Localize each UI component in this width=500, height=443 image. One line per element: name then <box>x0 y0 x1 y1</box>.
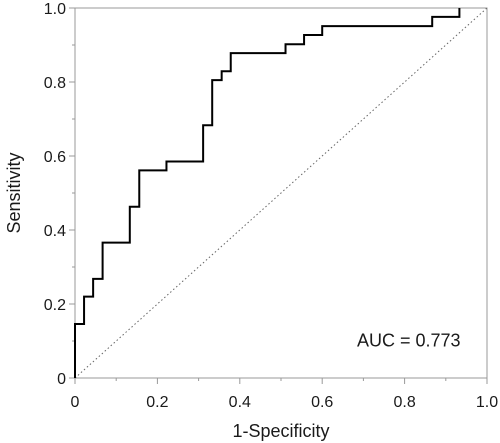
y-tick-label: 0 <box>57 371 66 388</box>
y-tick-label: 0.6 <box>44 149 66 166</box>
x-axis-ticks: 0 0.2 0.4 0.6 0.8 1.0 <box>71 378 498 411</box>
x-tick-label: 0.6 <box>311 394 333 411</box>
reference-diagonal-line <box>74 7 488 379</box>
x-tick-label: 0.4 <box>229 394 251 411</box>
y-tick-label: 1.0 <box>44 1 66 18</box>
x-tick-label: 1.0 <box>476 394 498 411</box>
auc-annotation: AUC = 0.773 <box>357 331 461 351</box>
x-tick-label: 0 <box>71 394 80 411</box>
y-axis-ticks: 0 0.2 0.4 0.6 0.8 1.0 <box>44 1 75 388</box>
y-tick-label: 0.2 <box>44 297 66 314</box>
x-tick-label: 0.2 <box>146 394 168 411</box>
y-tick-label: 0.4 <box>44 223 66 240</box>
x-tick-label: 0.8 <box>393 394 415 411</box>
roc-curve <box>74 8 461 378</box>
y-axis-title: Sensitivity <box>4 152 24 233</box>
y-tick-label: 0.8 <box>44 75 66 92</box>
x-axis-title: 1-Specificity <box>232 421 329 441</box>
